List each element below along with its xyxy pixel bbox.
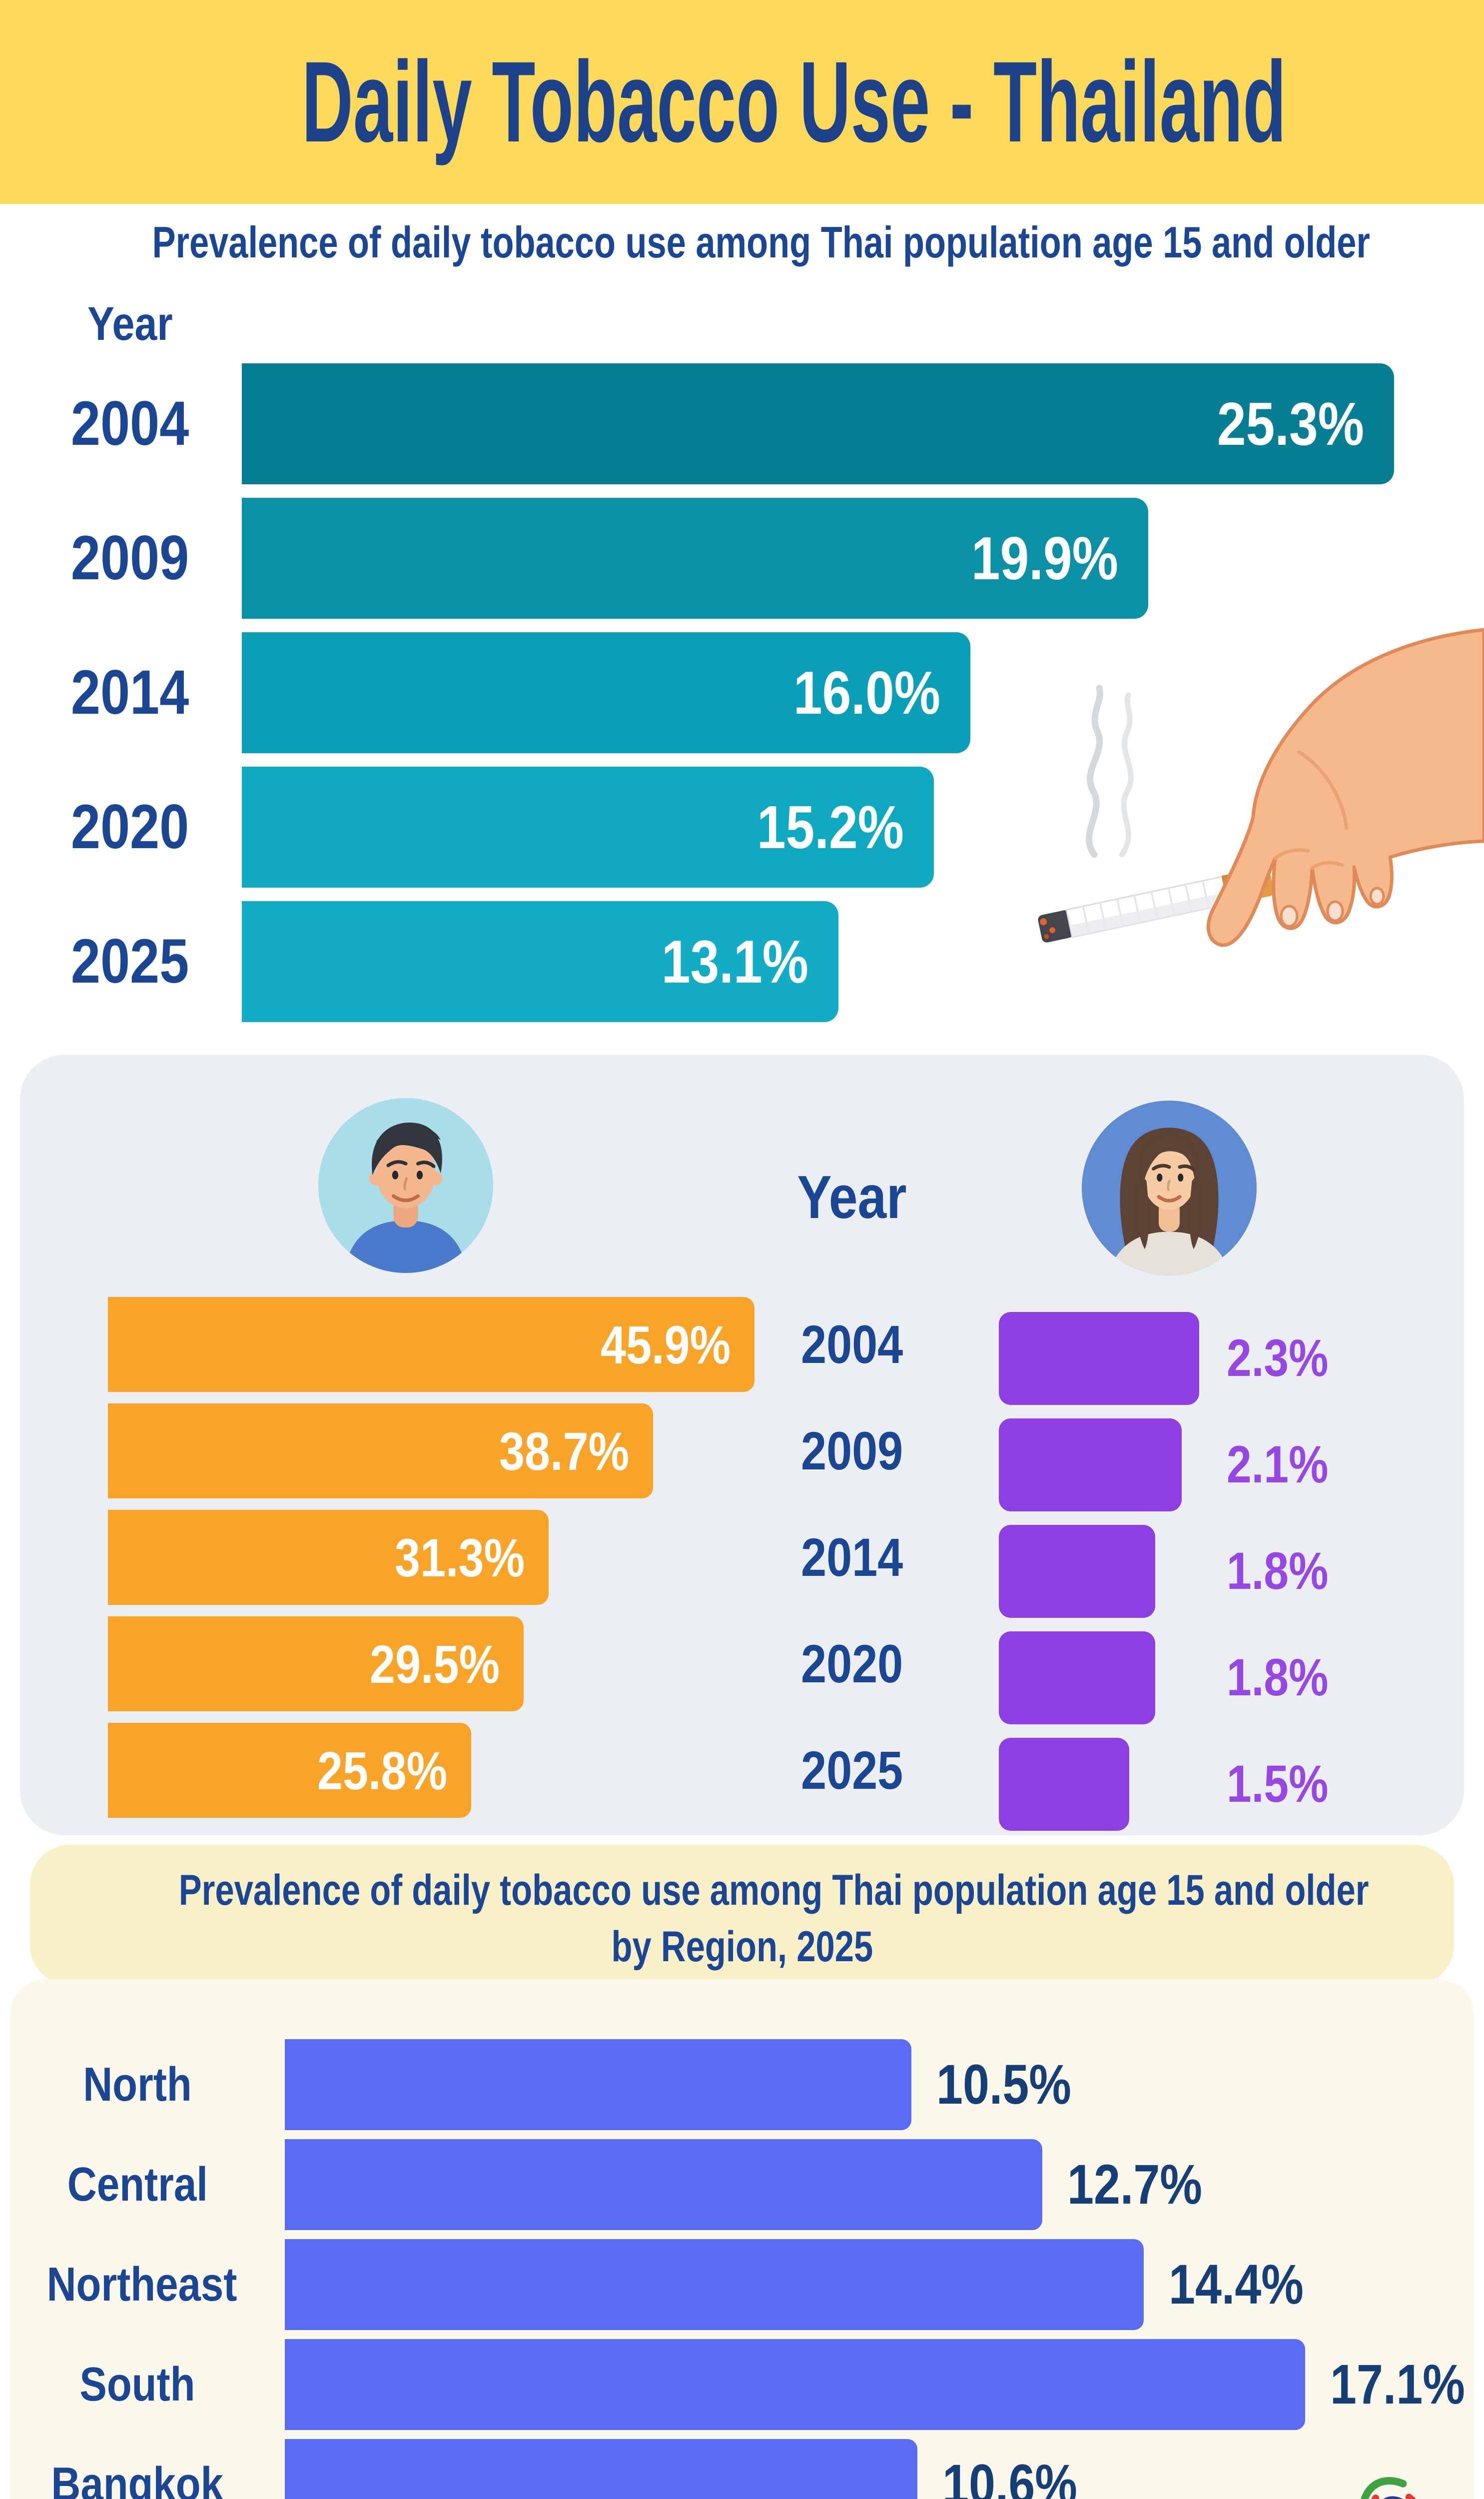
female-bar-2020 <box>999 1631 1155 1724</box>
bar-value: 25.3% <box>1217 390 1364 458</box>
male-bar-2009: 38.7% <box>108 1403 653 1498</box>
female-bar-value: 1.8% <box>1227 1648 1329 1707</box>
male-bar-2014: 31.3% <box>108 1510 549 1605</box>
year-tick: 2004 <box>800 1314 903 1374</box>
year-tick: 2014 <box>70 658 189 727</box>
page-title: Daily Tobacco Use - Thailand <box>301 37 1287 166</box>
cigarette-hand-illustration <box>1038 628 1484 947</box>
bar-2014: 16.0% <box>242 632 970 753</box>
year-tick: 2004 <box>70 389 189 458</box>
bar-2004: 25.3% <box>242 363 1394 484</box>
region-title-line1: Prevalence of daily tobacco use among Th… <box>178 1866 1369 1914</box>
hand-icon <box>1206 628 1484 947</box>
region-bar-central <box>285 2139 1042 2230</box>
female-bar-value: 1.8% <box>1227 1542 1329 1600</box>
smoke-icon <box>1119 692 1134 858</box>
year-tick: 2025 <box>800 1740 903 1800</box>
female-bar-value: 1.5% <box>1227 1755 1329 1813</box>
bar-value: 29.5% <box>369 1633 500 1694</box>
subtitle: Prevalence of daily tobacco use among Th… <box>152 217 1370 267</box>
region-tick: North <box>83 2058 192 2111</box>
region-bar-value: 12.7% <box>1067 2153 1202 2216</box>
year-tick: 2020 <box>70 792 189 862</box>
region-bar-northeast <box>285 2239 1144 2330</box>
year-tick: 2020 <box>800 1633 903 1694</box>
region-bar-value: 14.4% <box>1169 2253 1304 2316</box>
year-tick: 2009 <box>800 1420 903 1481</box>
region-tick: Bangkok <box>51 2458 224 2499</box>
header-band: Daily Tobacco Use - Thailand <box>0 0 1484 204</box>
region-title-line2: by Region, 2025 <box>611 1923 873 1971</box>
female-bar-2025 <box>999 1738 1129 1831</box>
year-axis-label: Year <box>87 297 173 350</box>
female-bar-2009 <box>999 1418 1182 1511</box>
bar-2009: 19.9% <box>242 498 1148 619</box>
bar-2020: 15.2% <box>242 767 934 888</box>
bar-value: 19.9% <box>971 524 1118 592</box>
region-bar-value: 10.5% <box>936 2053 1071 2116</box>
female-avatar <box>1082 1101 1257 1275</box>
female-bar-2004 <box>999 1312 1199 1405</box>
year-tick: 2009 <box>70 523 189 593</box>
bar-value: 13.1% <box>661 928 808 996</box>
bar-value: 31.3% <box>394 1527 525 1588</box>
female-bar-2014 <box>999 1525 1155 1618</box>
male-bar-2004: 45.9% <box>108 1297 754 1392</box>
region-tick: Northeast <box>46 2258 237 2311</box>
region-bar-value: 17.1% <box>1330 2353 1465 2416</box>
male-bar-2020: 29.5% <box>108 1616 524 1711</box>
smoke-icon <box>1086 685 1103 858</box>
hand-creases <box>1273 750 1349 870</box>
male-bar-2025: 25.8% <box>108 1723 471 1818</box>
female-bar-value: 2.3% <box>1227 1329 1329 1387</box>
bar-value: 25.8% <box>317 1740 447 1801</box>
fingernails <box>1280 887 1385 928</box>
year-tick: 2025 <box>70 927 189 996</box>
bar-2025: 13.1% <box>242 901 838 1022</box>
bar-value: 16.0% <box>793 659 940 727</box>
region-tick: Central <box>67 2158 208 2211</box>
female-bar-value: 2.1% <box>1227 1435 1329 1494</box>
bar-value: 45.9% <box>600 1314 731 1375</box>
region-bar-bangkok <box>285 2439 917 2499</box>
sex-chart-year-axis-label: Year <box>797 1163 907 1231</box>
male-avatar <box>318 1098 493 1273</box>
region-tick: South <box>79 2358 195 2411</box>
region-bar-south <box>285 2339 1305 2430</box>
region-bar-value: 10.6% <box>942 2453 1077 2499</box>
region-bar-north <box>285 2039 911 2130</box>
region-section-header <box>30 1845 1454 1985</box>
year-tick: 2014 <box>800 1527 903 1587</box>
bar-value: 15.2% <box>756 793 904 861</box>
nhes-logo: สสท. การสำรวจสุขภาพประชาชนไทย <box>1359 2477 1439 2499</box>
bar-value: 38.7% <box>499 1420 629 1481</box>
